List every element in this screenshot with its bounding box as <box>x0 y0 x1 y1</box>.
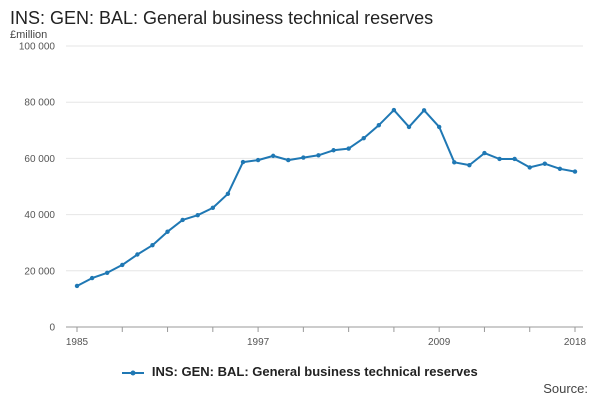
data-point <box>195 212 200 218</box>
x-tick-label: 1985 <box>66 337 89 348</box>
x-tick-label: 2018 <box>564 337 587 348</box>
legend: INS: GEN: BAL: General business technica… <box>0 364 600 379</box>
data-point <box>557 166 563 171</box>
data-point <box>104 270 110 275</box>
data-point <box>316 153 321 158</box>
chart-title: INS: GEN: BAL: General business technica… <box>10 8 434 28</box>
data-point <box>225 191 231 197</box>
data-point <box>421 108 427 113</box>
data-point <box>391 107 397 113</box>
x-tick-label: 2009 <box>428 337 451 348</box>
source-label: Source: <box>543 381 588 396</box>
data-point <box>361 135 366 141</box>
data-point <box>301 155 306 160</box>
data-point <box>436 124 442 130</box>
data-point <box>452 160 457 165</box>
series-layer <box>74 107 578 289</box>
data-point <box>482 150 487 156</box>
data-point <box>89 275 95 281</box>
data-point <box>542 161 548 166</box>
data-point <box>331 148 336 153</box>
data-point <box>512 156 517 162</box>
y-tick-label: 40 000 <box>24 210 55 221</box>
series-line <box>76 109 576 287</box>
data-point <box>150 243 155 248</box>
y-tick-label: 100 000 <box>19 42 56 53</box>
y-tick-label: 60 000 <box>24 154 55 165</box>
data-point <box>270 153 276 159</box>
axes: 0 20 000 40 000 60 000 80 000 100 000 1985 1997… <box>19 42 587 349</box>
y-axis-unit-label: £million <box>10 29 48 41</box>
data-point <box>74 283 80 289</box>
y-tick-label: 80 000 <box>24 98 55 109</box>
data-point <box>165 229 170 234</box>
legend-swatch <box>122 370 145 376</box>
legend-label: INS: GEN: BAL: General business technica… <box>151 364 478 379</box>
data-point <box>527 165 532 170</box>
data-point <box>135 252 140 257</box>
data-point <box>240 159 246 165</box>
y-tick-label: 20 000 <box>24 266 55 277</box>
data-point <box>210 205 216 211</box>
y-tick-label: 0 <box>49 323 55 334</box>
data-point <box>406 124 412 130</box>
data-point <box>255 157 261 163</box>
data-point <box>376 123 382 128</box>
data-point <box>467 162 472 168</box>
data-point <box>346 146 351 151</box>
x-tick-label: 1997 <box>247 337 270 348</box>
data-point <box>120 262 125 268</box>
data-point <box>497 156 502 162</box>
data-point <box>180 217 185 223</box>
data-point <box>286 157 291 163</box>
data-point <box>572 169 578 174</box>
